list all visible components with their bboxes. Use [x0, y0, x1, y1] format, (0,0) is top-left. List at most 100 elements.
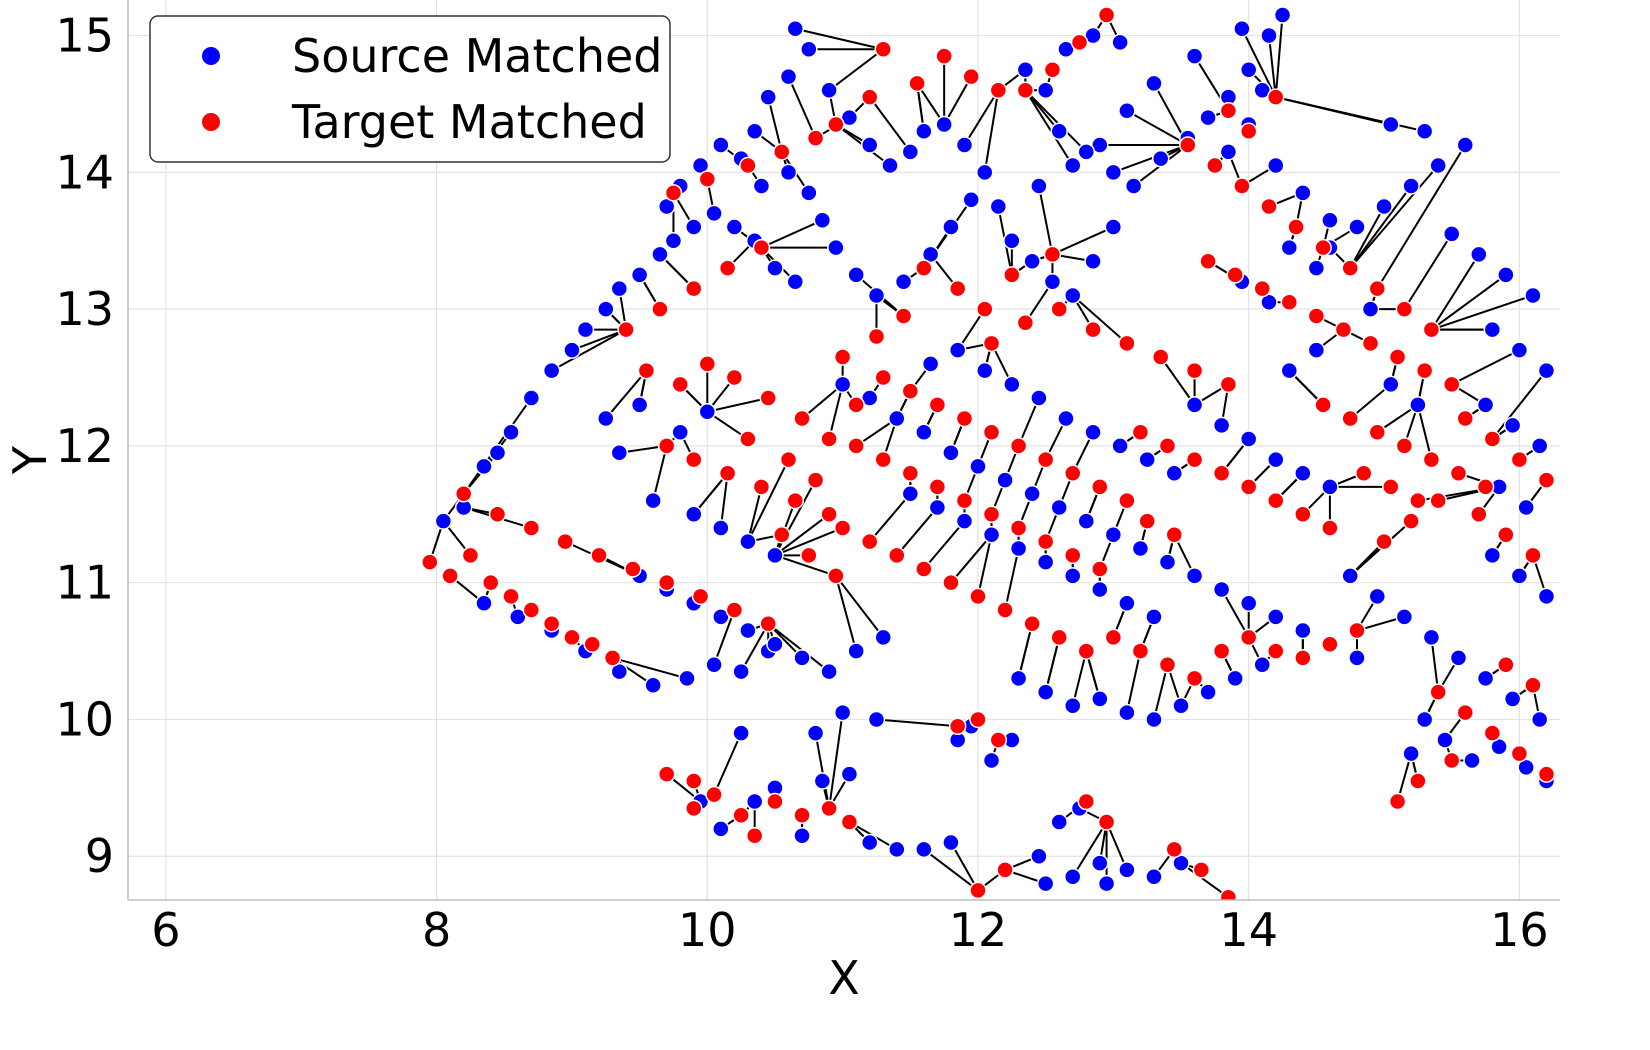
- source-matched-point: [542, 361, 561, 380]
- target-matched-point: [759, 389, 777, 407]
- source-matched-point: [597, 300, 615, 318]
- source-matched-point: [1503, 416, 1522, 435]
- source-matched-point: [610, 662, 629, 681]
- target-matched-point: [969, 710, 987, 729]
- target-matched-point: [556, 532, 574, 551]
- source-matched-point: [1023, 485, 1041, 503]
- target-matched-point: [1023, 614, 1041, 633]
- match-line: [1180, 862, 1229, 899]
- target-matched-point: [637, 361, 656, 380]
- source-matched-point: [1030, 847, 1048, 865]
- target-matched-point: [840, 813, 859, 831]
- source-matched-point: [860, 833, 879, 852]
- match-line: [1071, 650, 1088, 707]
- x-tick-label: 16: [1490, 903, 1549, 957]
- target-matched-point: [624, 560, 642, 578]
- target-matched-point: [847, 437, 865, 455]
- source-matched-point: [942, 218, 960, 236]
- target-matched-point: [1212, 642, 1231, 660]
- target-matched-point: [976, 300, 994, 318]
- source-matched-point: [664, 231, 683, 250]
- source-matched-point: [1470, 245, 1488, 264]
- source-matched-point: [915, 122, 933, 141]
- source-matched-point: [522, 389, 541, 407]
- match-line: [835, 575, 885, 638]
- source-matched-point: [989, 197, 1008, 216]
- target-matched-point: [1476, 478, 1495, 496]
- target-matched-point: [603, 649, 622, 667]
- match-line: [923, 520, 966, 570]
- match-line: [774, 513, 830, 557]
- target-matched-point: [739, 156, 757, 175]
- target-matched-point: [1077, 792, 1096, 811]
- source-matched-point: [1382, 375, 1400, 394]
- target-matched-point: [441, 567, 459, 585]
- source-matched-point: [671, 423, 689, 441]
- match-line: [605, 370, 648, 420]
- target-matched-point: [772, 143, 791, 161]
- target-matched-point: [1219, 102, 1238, 120]
- target-matched-point: [664, 184, 683, 202]
- match-line: [652, 445, 668, 501]
- source-matched-point: [610, 279, 629, 298]
- target-matched-point: [1442, 375, 1461, 394]
- source-matched-point: [1463, 751, 1481, 770]
- source-matched-point: [475, 594, 493, 612]
- target-matched-point: [901, 464, 920, 483]
- source-matched-point: [651, 245, 669, 264]
- target-matched-point: [1382, 478, 1400, 496]
- source-matched-point: [915, 840, 933, 859]
- source-matched-point: [1016, 61, 1035, 79]
- match-line: [774, 554, 837, 577]
- target-matched-point: [860, 88, 879, 106]
- match-line: [1044, 637, 1061, 693]
- source-matched-point: [1375, 197, 1393, 216]
- source-matched-point: [1368, 587, 1387, 606]
- target-matched-point: [1239, 122, 1258, 141]
- target-matched-point: [1050, 628, 1068, 647]
- source-matched-point: [779, 163, 798, 182]
- target-matched-point: [1016, 314, 1035, 332]
- match-line: [1126, 109, 1189, 146]
- target-matched-point: [1091, 478, 1109, 496]
- source-matched-point: [1253, 655, 1271, 674]
- source-matched-point: [739, 532, 757, 551]
- target-matched-point: [1131, 642, 1150, 660]
- source-matched-point: [691, 156, 710, 175]
- target-matched-point: [1422, 320, 1441, 339]
- match-line: [1403, 233, 1453, 310]
- y-tick-label: 13: [55, 282, 114, 336]
- source-matched-point: [1267, 608, 1285, 626]
- source-matched-point: [698, 402, 717, 421]
- source-matched-point: [1483, 546, 1502, 565]
- x-tick-label: 10: [678, 903, 737, 957]
- target-matched-point: [1321, 519, 1339, 537]
- source-matched-point: [833, 375, 852, 394]
- source-matched-point: [1442, 225, 1461, 243]
- target-matched-point: [1314, 238, 1332, 257]
- target-matched-point: [1456, 703, 1475, 722]
- match-line: [1125, 650, 1142, 713]
- source-matched-point: [1415, 122, 1434, 141]
- target-matched-point: [1287, 218, 1305, 236]
- match-line: [795, 27, 884, 51]
- target-matched-point: [1097, 813, 1116, 831]
- target-matched-point: [847, 396, 865, 414]
- target-matched-point: [718, 259, 737, 277]
- source-matched-point: [1294, 621, 1312, 640]
- match-line: [571, 328, 627, 352]
- source-matched-point: [712, 136, 730, 154]
- source-matched-point: [1321, 211, 1339, 229]
- match-line: [1004, 548, 1020, 611]
- source-matched-point: [1057, 409, 1075, 428]
- source-matched-point: [888, 409, 906, 428]
- target-matched-point: [1321, 635, 1339, 653]
- match-line: [612, 656, 688, 680]
- source-matched-point: [766, 259, 784, 277]
- legend-label-source: Source Matched: [292, 29, 662, 83]
- source-matched-point: [745, 792, 764, 811]
- target-matched-point: [1158, 437, 1177, 455]
- match-line: [1241, 28, 1277, 98]
- target-matched-point: [1185, 450, 1204, 469]
- source-matched-point: [901, 485, 920, 503]
